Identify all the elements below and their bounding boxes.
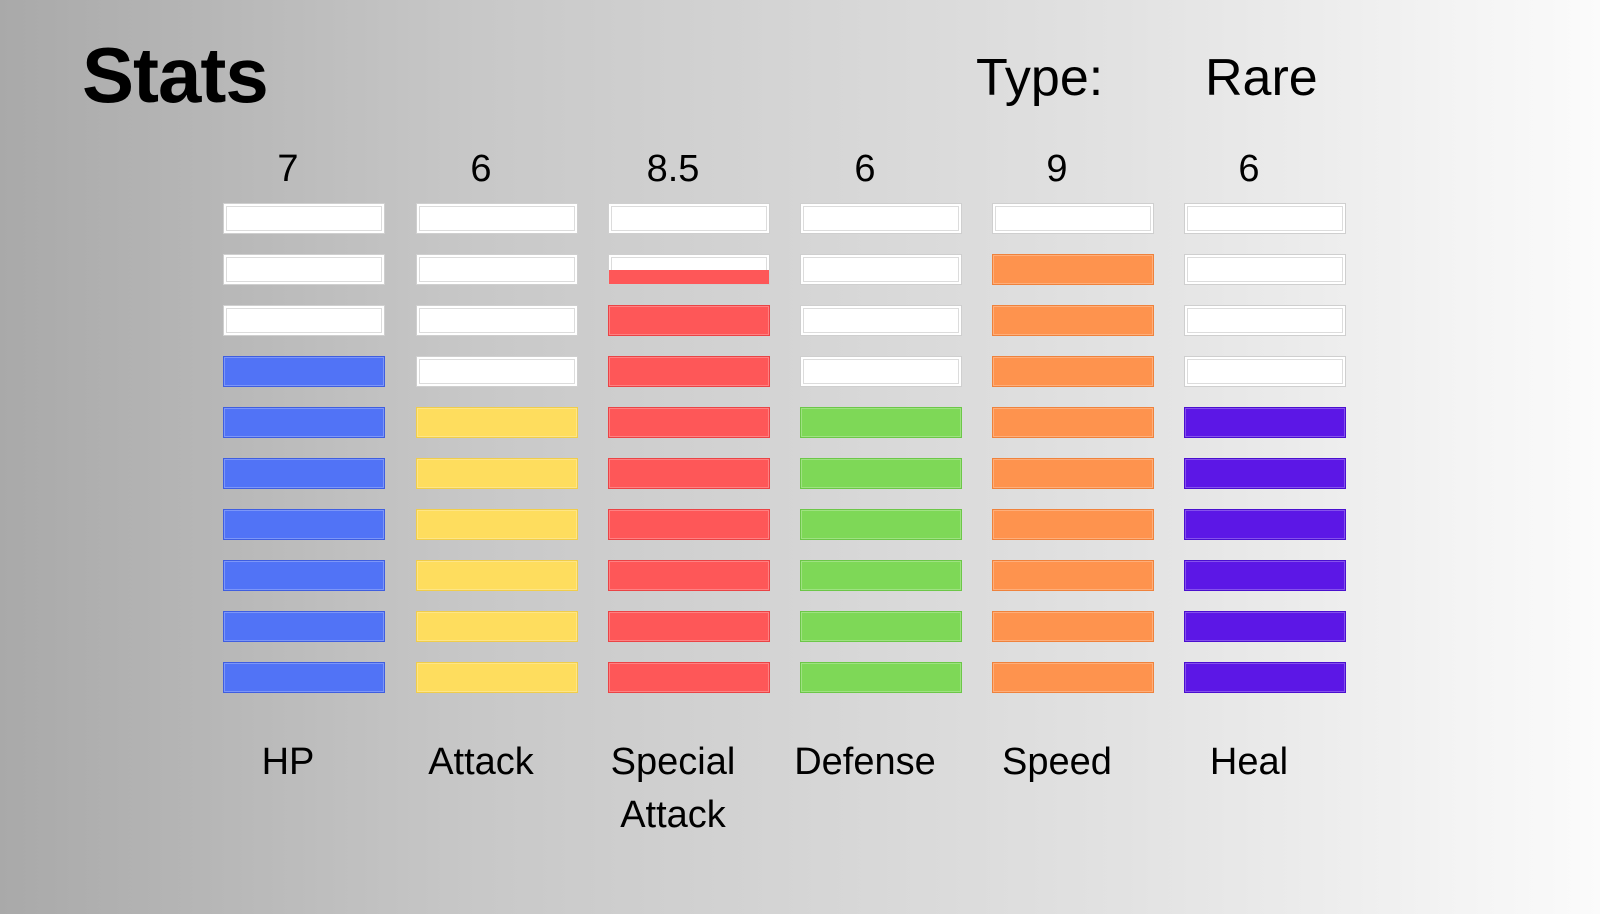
stat-value: 8.5	[646, 148, 700, 190]
stat-bar-segment	[1184, 356, 1346, 387]
stat-bar-segment	[416, 407, 578, 438]
stat-bar-meter	[608, 203, 770, 713]
stat-bar-meter	[223, 203, 385, 713]
stat-bar-segment	[608, 611, 770, 642]
stat-bar-segment	[608, 407, 770, 438]
stat-bar-meter	[1184, 203, 1346, 713]
stat-bar-segment	[1184, 458, 1346, 489]
stat-column-hp: 7 HP	[190, 0, 386, 914]
stat-column-speed: 9 Speed	[959, 0, 1155, 914]
stat-bar-segment	[223, 611, 385, 642]
stat-label: Defense	[794, 741, 936, 783]
stat-bar-segment	[608, 560, 770, 591]
stat-bar-segment	[223, 356, 385, 387]
stat-bar-segment	[223, 662, 385, 693]
stat-bar-segment	[416, 305, 578, 336]
stat-bar-segment	[223, 458, 385, 489]
stat-bar-segment	[992, 305, 1154, 336]
stat-bar-segment	[1184, 407, 1346, 438]
stat-bar-segment	[608, 203, 770, 234]
stat-column-defense: 6 Defense	[767, 0, 963, 914]
stat-bar-segment	[800, 458, 962, 489]
stat-bar-segment	[608, 254, 770, 285]
stat-bar-segment	[800, 509, 962, 540]
stat-bar-segment	[992, 203, 1154, 234]
stat-bar-segment	[416, 611, 578, 642]
stat-bar-segment	[992, 662, 1154, 693]
stat-bar-segment	[800, 356, 962, 387]
stat-value: 6	[1238, 148, 1260, 190]
stat-bar-segment	[992, 560, 1154, 591]
stat-bar-segment	[416, 458, 578, 489]
stat-bar-segment	[608, 305, 770, 336]
stat-bar-segment	[800, 203, 962, 234]
stat-column-special-attack: 8.5 Special Attack	[575, 0, 771, 914]
stat-bar-segment	[1184, 509, 1346, 540]
stat-bar-segment	[223, 203, 385, 234]
stat-bar-segment	[223, 560, 385, 591]
stat-bar-segment	[608, 458, 770, 489]
stat-bar-segment	[800, 407, 962, 438]
stat-bar-meter	[416, 203, 578, 713]
type-label: Type:	[976, 49, 1104, 107]
stat-bar-segment	[800, 560, 962, 591]
stat-bar-segment	[608, 662, 770, 693]
stat-value: 6	[470, 148, 492, 190]
stat-bar-segment	[1184, 560, 1346, 591]
stat-bar-segment	[416, 662, 578, 693]
stat-bar-meter	[992, 203, 1154, 713]
stat-bar-segment	[800, 611, 962, 642]
stat-value: 9	[1046, 148, 1068, 190]
stat-bar-segment	[992, 254, 1154, 285]
stat-bar-segment	[992, 356, 1154, 387]
stat-bar-segment	[223, 509, 385, 540]
stat-label: Special Attack	[610, 741, 736, 836]
stat-bar-segment	[992, 509, 1154, 540]
stat-bar-segment	[1184, 611, 1346, 642]
stat-bar-segment	[800, 662, 962, 693]
stat-bar-segment	[416, 509, 578, 540]
type-value: Rare	[1205, 49, 1318, 107]
stat-value: 6	[854, 148, 876, 190]
stat-bar-segment	[416, 560, 578, 591]
stat-bar-partial-fill	[609, 269, 769, 284]
stat-bar-segment	[223, 305, 385, 336]
stat-bar-segment	[1184, 203, 1346, 234]
stat-label: Attack	[428, 741, 534, 783]
stat-bar-segment	[608, 509, 770, 540]
stat-bar-segment	[1184, 305, 1346, 336]
stat-label: Heal	[1209, 741, 1289, 783]
stat-label: HP	[261, 741, 315, 783]
stat-bar-segment	[416, 356, 578, 387]
stat-label: Speed	[1002, 741, 1112, 783]
page-title: Stats	[82, 31, 269, 119]
stat-bar-segment	[223, 407, 385, 438]
stat-bar-segment	[800, 305, 962, 336]
stat-bar-segment	[223, 254, 385, 285]
stat-bar-segment	[1184, 662, 1346, 693]
stat-bar-segment	[800, 254, 962, 285]
stat-column-attack: 6 Attack	[383, 0, 579, 914]
stat-bar-segment	[992, 611, 1154, 642]
stat-bar-segment	[1184, 254, 1346, 285]
stat-column-heal: 6 Heal	[1151, 0, 1347, 914]
stat-value: 7	[277, 148, 299, 190]
stat-bar-segment	[992, 407, 1154, 438]
stat-bar-segment	[992, 458, 1154, 489]
stat-bar-meter	[800, 203, 962, 713]
stat-bar-segment	[608, 356, 770, 387]
stat-bar-segment	[416, 203, 578, 234]
stat-bar-segment	[416, 254, 578, 285]
